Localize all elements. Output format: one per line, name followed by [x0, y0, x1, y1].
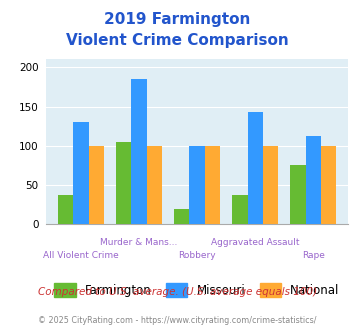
Bar — [116, 142, 131, 224]
Bar — [321, 146, 336, 224]
Text: © 2025 CityRating.com - https://www.cityrating.com/crime-statistics/: © 2025 CityRating.com - https://www.city… — [38, 315, 317, 325]
Bar — [263, 146, 278, 224]
Bar — [190, 146, 204, 224]
Bar — [174, 209, 190, 224]
Bar — [147, 146, 162, 224]
Text: Compared to U.S. average. (U.S. average equals 100): Compared to U.S. average. (U.S. average … — [38, 287, 317, 297]
Text: Violent Crime Comparison: Violent Crime Comparison — [66, 33, 289, 48]
Legend: Farmington, Missouri, National: Farmington, Missouri, National — [51, 280, 343, 301]
Text: Aggravated Assault: Aggravated Assault — [211, 238, 299, 247]
Text: 2019 Farmington: 2019 Farmington — [104, 12, 251, 26]
Bar — [233, 195, 247, 224]
Text: Rape: Rape — [302, 251, 324, 260]
Text: Robbery: Robbery — [178, 251, 216, 260]
Bar — [247, 112, 263, 224]
Bar — [88, 146, 104, 224]
Bar — [290, 165, 306, 224]
Text: Murder & Mans...: Murder & Mans... — [100, 238, 178, 247]
Bar — [204, 146, 220, 224]
Bar — [58, 195, 73, 224]
Bar — [131, 79, 147, 224]
Bar — [306, 136, 321, 224]
Bar — [73, 122, 88, 224]
Text: All Violent Crime: All Violent Crime — [43, 251, 119, 260]
